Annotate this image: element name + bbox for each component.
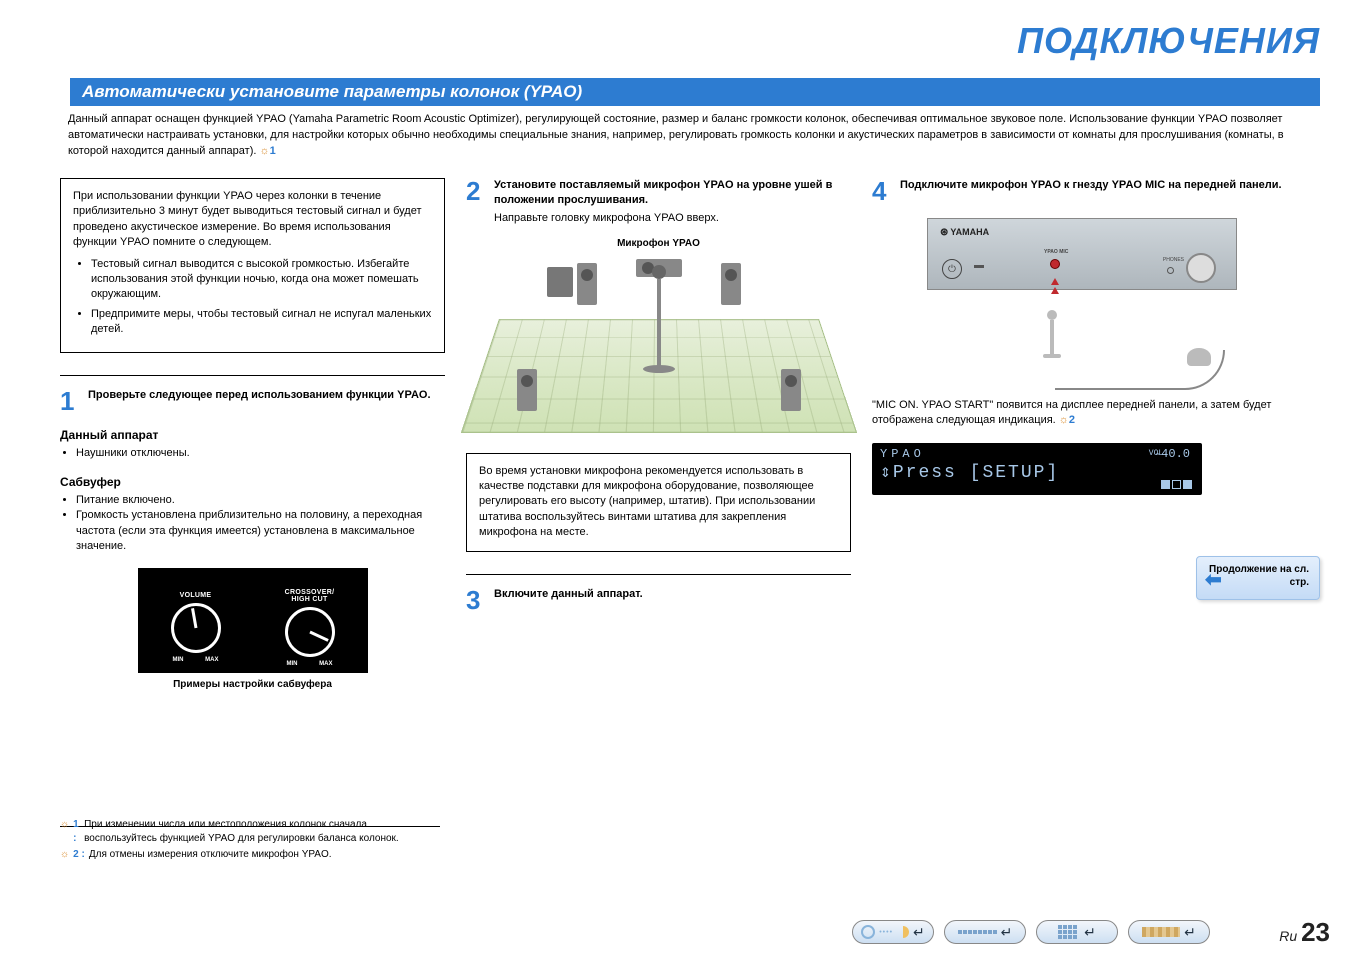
subwoofer-dial-illustration: VOLUME MIN MAX CROSSOVER/ HIGH CUT MIN MAX [138,568,368,673]
hint-ref-2: 2 [1069,414,1075,426]
dial-crossover-max: MAX [319,661,332,667]
page-lang: Ru [1279,928,1297,944]
dial-volume-label: VOLUME [171,592,221,599]
step-4-desc: "MIC ON. YPAO START" появится на дисплее… [872,398,1292,429]
mic-tripod-note: Во время установки микрофона рекомендует… [466,453,851,552]
lcd-line-2: ⇕Press [SETUP] [880,461,1194,483]
volume-dial-icon [171,603,221,653]
usb-port-icon [974,265,984,268]
ruler-icon [1142,927,1180,937]
nav-buttons: •••• ↵ ↵ ↵ ↵ [852,920,1210,944]
phones-label: PHONES [1163,257,1184,263]
dots-icon: •••• [879,929,893,936]
page-title: ПОДКЛЮЧЕНИЯ [1017,20,1320,62]
step1-sub2-head: Сабвуфер [60,475,445,489]
step-2-desc: Направьте головку микрофона YPAO вверх. [494,212,851,224]
dial-volume-min: MIN [173,657,184,663]
step-number-1: 1 [60,388,80,414]
ypao-mic-jack-icon [1050,259,1060,269]
footnotes: ☼ 1 : При изменении числа или местополож… [60,826,440,862]
continue-next-page-button[interactable]: Продолжение на сл. стр. ⬅ [1196,556,1320,600]
step1-sub2-b2: Громкость установлена приблизительно на … [76,508,445,554]
page-num-value: 23 [1301,917,1330,947]
step-1: 1 Проверьте следующее перед использовани… [60,388,445,414]
return-arrow-icon: ↵ [1184,924,1196,941]
lcd-speaker-grid-icon [1161,480,1192,489]
step1-sub1-b1: Наушники отключены. [76,446,445,461]
speaker-surround-left-icon [517,369,537,411]
footnote-text-2: Для отмены измерения отключите микрофон … [89,848,332,862]
step-4-title: Подключите микрофон YPAO к гнезду YPAO M… [900,178,1282,193]
brand-label: YAMAHA [940,227,989,238]
nav-button-3[interactable]: ↵ [1036,920,1118,944]
caution-box: При использовании функции YPAO через кол… [60,178,445,353]
volume-knob-icon [1186,253,1216,283]
footnote-num-1: 1 : [73,818,80,846]
page-number: Ru 23 [1279,917,1330,948]
step-4: 4 Подключите микрофон YPAO к гнезду YPAO… [872,178,1292,204]
mic-caption: Микрофон YPAO [466,238,851,249]
power-button-icon: ⏻ [942,259,962,279]
nav-button-4[interactable]: ↵ [1128,920,1210,944]
ypao-mic-jack-label: YPAO MIC [1044,249,1068,255]
step-number-2: 2 [466,178,486,204]
continue-label: Продолжение на сл. стр. [1209,564,1309,588]
dial-crossover-min: MIN [287,661,298,667]
subwoofer-icon [547,267,573,297]
nav-button-2[interactable]: ↵ [944,920,1026,944]
caution-bullet-1: Тестовый сигнал выводится с высокой гром… [91,257,432,303]
insert-arrows-icon [1051,278,1059,296]
step-2: 2 Установите поставляемый микрофон YPAO … [466,178,851,224]
room-layout-illustration [499,259,819,439]
step-2-title: Установите поставляемый микрофон YPAO на… [494,178,851,208]
circle-icon [861,925,875,939]
caution-bullet-2: Предпримите меры, чтобы тестовый сигнал … [91,307,432,338]
return-arrow-icon: ↵ [913,924,925,941]
step-3: 3 Включите данный аппарат. [466,587,851,613]
footnote-num-2: 2 : [73,848,85,862]
dial-crossover-label: CROSSOVER/ HIGH CUT [285,589,335,603]
half-circle-icon [897,926,909,938]
speaker-front-left-icon [577,263,597,305]
speaker-front-right-icon [721,263,741,305]
mic-base-icon [1187,348,1211,366]
caution-lead: При использовании функции YPAO через кол… [73,189,432,251]
step1-sub2-b1: Питание включено. [76,493,445,508]
speaker-surround-right-icon [781,369,801,411]
lcd-vol-value: -40.0 [1154,447,1190,461]
crossover-dial-icon [285,607,335,657]
step-3-title: Включите данный аппарат. [494,587,643,602]
return-arrow-icon: ↵ [1084,924,1096,941]
step-number-3: 3 [466,587,486,613]
lcd-line-1: YPAO [880,447,1194,461]
hint-bulb-icon: ☼ [1059,414,1069,426]
hint-bulb-icon: ☼ [60,818,69,846]
footnote-text-1: При изменении числа или местоположения к… [84,818,440,846]
front-panel-illustration: YAMAHA ⏻ YPAO MIC PHONES [927,218,1237,388]
lcd-display: YPAO ⇕Press [SETUP] VOL. -40.0 [872,443,1202,495]
mic-stand-icon [657,279,661,369]
step-number-4: 4 [872,178,892,204]
continue-arrow-icon: ⬅ [1205,567,1222,593]
return-arrow-icon: ↵ [1001,924,1013,941]
step-1-title: Проверьте следующее перед использованием… [88,388,431,403]
step1-sub1-head: Данный аппарат [60,428,445,442]
phones-jack-icon [1167,267,1174,274]
subwoofer-caption: Примеры настройки сабвуфера [60,679,445,690]
grid-icon [958,930,997,934]
dial-volume-max: MAX [205,657,218,663]
grid-icon [1058,925,1080,939]
nav-button-1[interactable]: •••• ↵ [852,920,934,944]
hint-bulb-icon: ☼ [60,848,69,862]
